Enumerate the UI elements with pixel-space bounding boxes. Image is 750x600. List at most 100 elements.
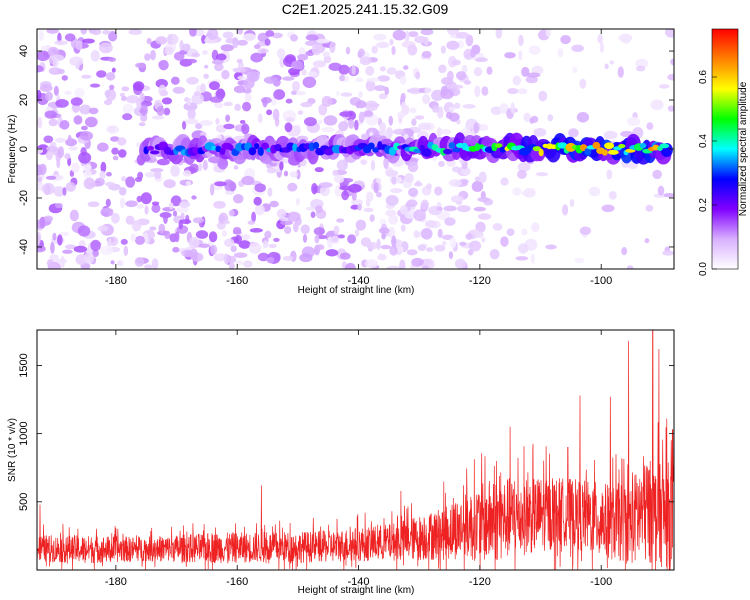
- heatmap-cell: [257, 252, 270, 262]
- heatmap-cell: [413, 182, 423, 187]
- heatmap-cell: [300, 102, 313, 108]
- heatmap-cell: [387, 214, 399, 225]
- heatmap-cell: [111, 67, 116, 73]
- heatmap-cell: [411, 118, 417, 126]
- heatmap-cell: [228, 262, 235, 269]
- heatmap-cell: [314, 167, 324, 173]
- heatmap-cell: [339, 74, 345, 82]
- heatmap-cell: [125, 215, 135, 225]
- heatmap-cell: [104, 181, 115, 187]
- heatmap-cell: [215, 118, 220, 125]
- heatmap-cells: [37, 29, 674, 269]
- heatmap-cell: [366, 241, 379, 250]
- heatmap-cell: [77, 225, 91, 237]
- heatmap-cell: [316, 38, 331, 44]
- colorbar-tick-label: 0.0: [698, 262, 709, 276]
- heatmap-cell: [163, 179, 176, 189]
- heatmap-cell: [670, 58, 674, 66]
- heatmap-y-tick-label: 40: [18, 45, 30, 57]
- heatmap-cell: [274, 116, 280, 127]
- heatmap-cell: [146, 37, 152, 45]
- heatmap-cell: [273, 89, 286, 100]
- heatmap-cell: [312, 60, 326, 68]
- heatmap-cell: [432, 105, 440, 113]
- heatmap-cell: [426, 247, 434, 252]
- heatmap-cell: [569, 198, 575, 208]
- colorbar-label: Normalized spectral amplitude: [738, 81, 749, 216]
- heatmap-cell: [470, 229, 480, 234]
- heatmap-cell: [506, 228, 515, 237]
- heatmap-cell: [52, 60, 59, 67]
- heatmap-cell: [421, 50, 432, 59]
- heatmap-cell: [381, 232, 386, 240]
- heatmap-cell: [264, 230, 272, 239]
- heatmap-cell: [319, 185, 330, 197]
- heatmap-cell: [234, 103, 241, 112]
- heatmap-cell: [191, 93, 204, 105]
- heatmap-cell: [442, 240, 447, 246]
- heatmap-cell: [185, 58, 198, 64]
- heatmap-cell: [378, 227, 390, 234]
- heatmap-cell: [223, 101, 233, 107]
- heatmap-cell: [247, 71, 259, 83]
- heatmap-cell: [420, 199, 429, 210]
- heatmap-cell: [478, 171, 487, 184]
- heatmap-cell: [90, 50, 100, 62]
- heatmap-ridge-cell: [421, 148, 432, 157]
- heatmap-cell: [448, 106, 456, 112]
- heatmap-cell: [257, 113, 263, 124]
- heatmap-cell: [291, 90, 297, 96]
- heatmap-cell: [82, 164, 92, 171]
- heatmap-cell: [363, 207, 374, 213]
- heatmap-cell: [51, 54, 65, 62]
- heatmap-cell: [366, 77, 380, 82]
- heatmap-cell: [461, 64, 468, 74]
- heatmap-cell: [182, 43, 191, 52]
- heatmap-cell: [266, 256, 275, 264]
- heatmap-cell: [79, 104, 92, 115]
- heatmap-cell: [339, 111, 354, 118]
- heatmap-cell: [399, 205, 408, 215]
- heatmap-cell: [173, 51, 185, 61]
- heatmap-cell: [321, 126, 335, 133]
- heatmap-x-tick-label: -100: [590, 275, 612, 287]
- heatmap-ridge-cell: [639, 142, 647, 149]
- heatmap-cell: [262, 97, 268, 108]
- heatmap-cell: [237, 75, 246, 81]
- heatmap-ridge-cell: [257, 146, 264, 156]
- heatmap-cell: [241, 123, 250, 135]
- heatmap-cell: [189, 248, 199, 260]
- heatmap-cell: [50, 241, 55, 254]
- heatmap-ridge-cell: [565, 142, 577, 152]
- heatmap-cell: [438, 64, 447, 74]
- heatmap-cell: [257, 48, 269, 54]
- heatmap-cell: [57, 146, 65, 159]
- heatmap-cell: [57, 234, 63, 246]
- heatmap-cell: [305, 40, 317, 46]
- heatmap-cell: [453, 102, 461, 109]
- heatmap-cell: [38, 30, 45, 41]
- heatmap-cell: [663, 193, 674, 198]
- heatmap-cell: [440, 77, 454, 86]
- heatmap-cell: [486, 66, 493, 75]
- heatmap-cell: [413, 230, 420, 239]
- heatmap-cell: [436, 206, 443, 211]
- heatmap-cell: [64, 244, 76, 250]
- heatmap-cell: [459, 241, 467, 246]
- heatmap-cell: [247, 220, 255, 225]
- snr-frame: [36, 329, 675, 571]
- heatmap-cell: [621, 246, 628, 256]
- heatmap-x-tick-label: -140: [348, 275, 370, 287]
- heatmap-cell: [318, 103, 328, 116]
- heatmap-cell: [131, 220, 142, 232]
- heatmap-cell: [59, 120, 70, 130]
- heatmap-cell: [408, 87, 423, 95]
- heatmap-cell: [420, 29, 434, 36]
- heatmap-cell: [150, 49, 156, 61]
- heatmap-cell: [644, 238, 650, 244]
- heatmap-cell: [220, 44, 234, 52]
- heatmap-cell: [134, 176, 143, 183]
- heatmap-cell: [282, 255, 294, 261]
- heatmap-cell: [225, 114, 231, 123]
- heatmap-cell: [399, 259, 406, 269]
